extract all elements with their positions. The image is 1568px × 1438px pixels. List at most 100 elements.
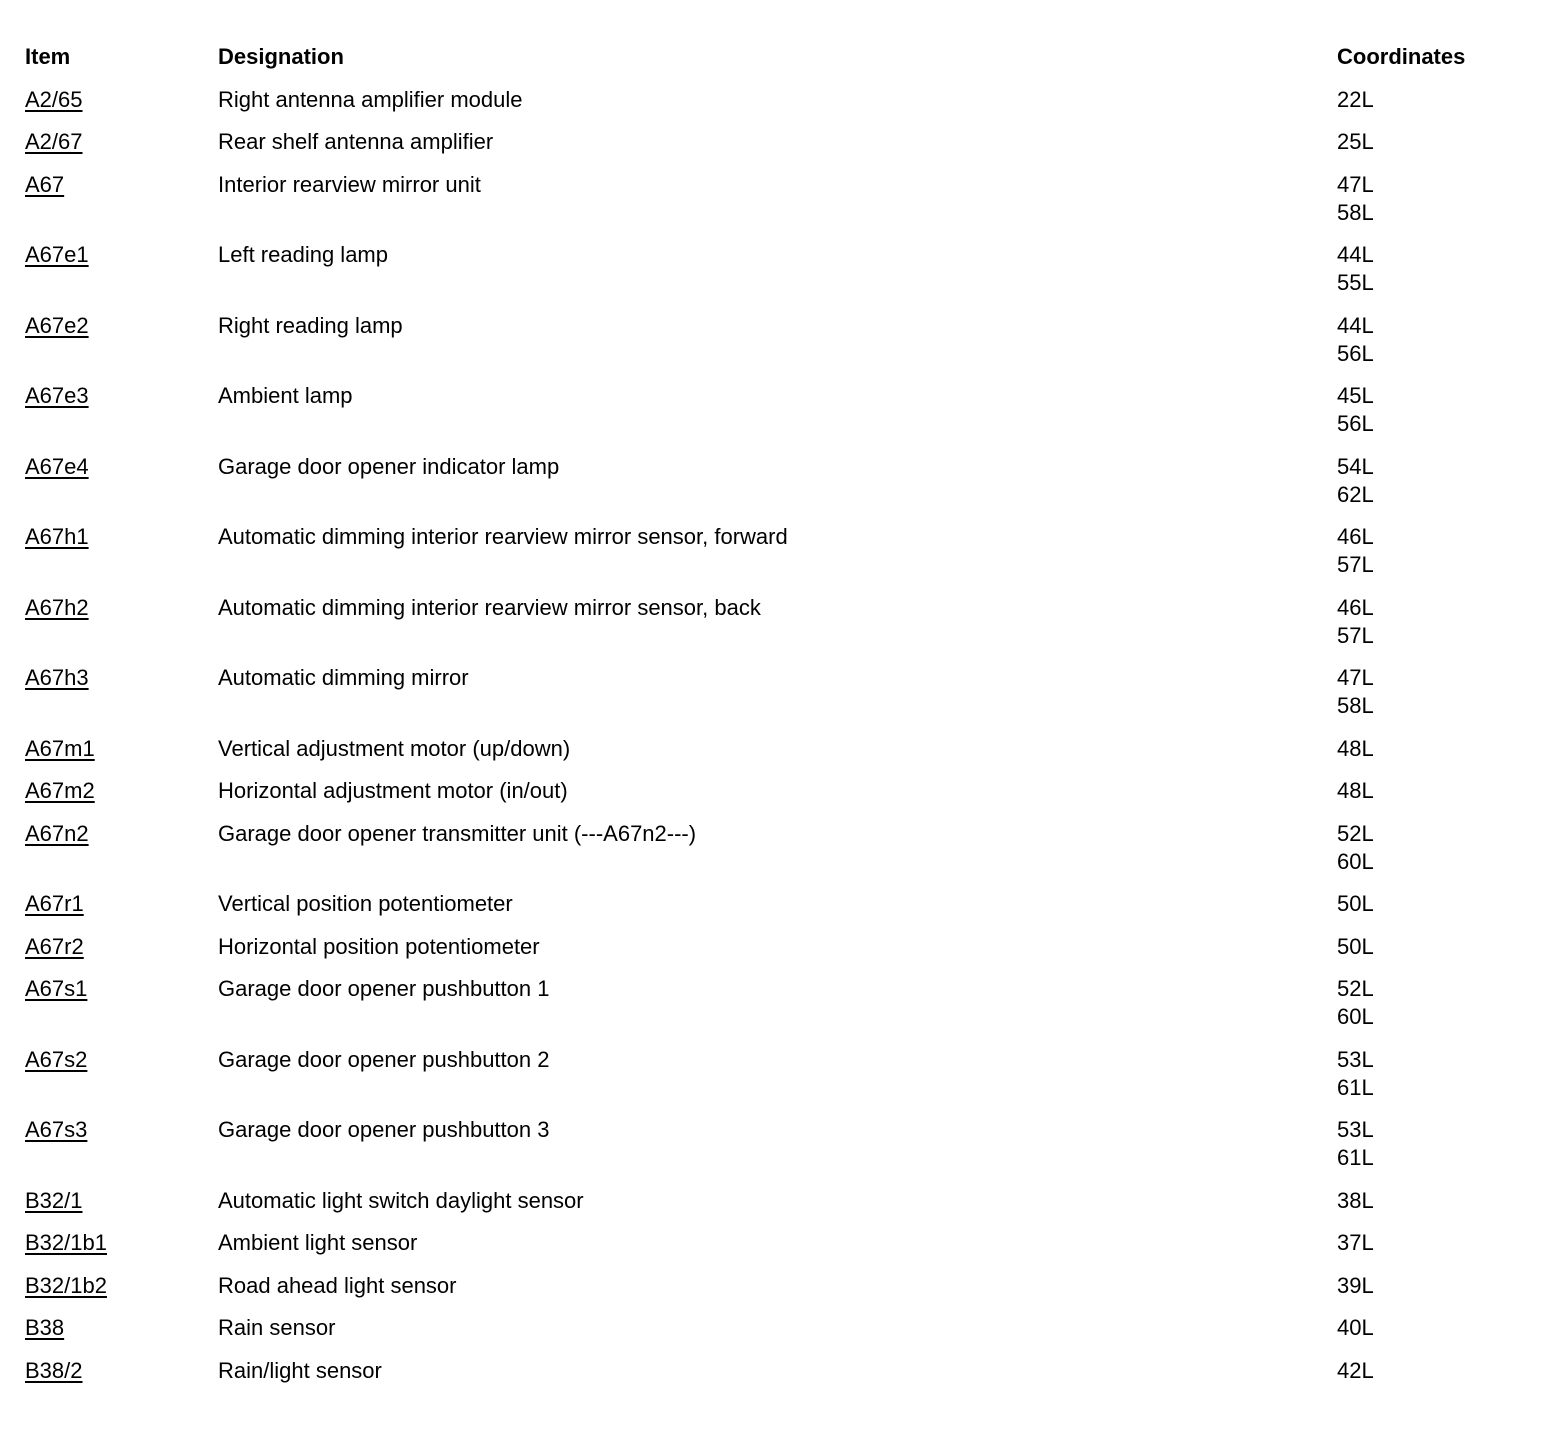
designation-cell: Left reading lamp xyxy=(218,242,388,267)
item-link[interactable]: A67e3 xyxy=(25,383,89,408)
coordinates-cell: 52L 60L xyxy=(1337,975,1537,1046)
item-link[interactable]: A67n2 xyxy=(25,820,89,846)
coordinates-cell: 47L 58L xyxy=(1337,664,1537,735)
coordinates-cell: 39L xyxy=(1337,1272,1537,1315)
table-row: B32/1b2 Road ahead light sensor 39L xyxy=(25,1272,1537,1315)
item-cell: A67 xyxy=(25,171,218,242)
coordinate-value: 62L xyxy=(1337,481,1374,507)
item-cell: A67r2 xyxy=(25,933,218,976)
designation-cell: Ambient lamp xyxy=(218,383,353,408)
coordinate-value: 46L xyxy=(1337,594,1374,620)
coordinates-cell: 38L xyxy=(1337,1187,1537,1230)
item-link[interactable]: A67s2 xyxy=(25,1046,88,1072)
coordinate-value: 58L xyxy=(1337,199,1374,225)
coordinates-cell: 44L 55L xyxy=(1337,241,1537,312)
table-row: A67s1 Garage door opener pushbutton 1 52L 6… xyxy=(25,975,1537,1046)
coordinates-cell: 46L 57L xyxy=(1337,523,1537,594)
designation-cell: Automatic light switch daylight sensor xyxy=(218,1187,584,1213)
coordinate-value: 60L xyxy=(1337,848,1374,874)
table-row: A67s2 Garage door opener pushbutton 2 53L 6… xyxy=(25,1046,1537,1117)
header-designation: Designation xyxy=(218,44,344,69)
item-link[interactable]: A67r2 xyxy=(25,933,84,959)
coordinates-cell: 50L xyxy=(1337,933,1537,976)
item-cell: B38/2 xyxy=(25,1357,218,1400)
item-link[interactable]: B32/1 xyxy=(25,1187,83,1213)
designation-cell: Garage door opener indicator lamp xyxy=(218,453,560,479)
item-cell: A67e3 xyxy=(25,382,218,453)
coordinate-value: 57L xyxy=(1337,622,1374,648)
coordinate-value: 48L xyxy=(1337,778,1374,803)
item-cell: A67h3 xyxy=(25,664,218,735)
item-link[interactable]: B38 xyxy=(25,1315,65,1340)
coordinate-value: 54L xyxy=(1337,453,1374,479)
item-link[interactable]: A67e2 xyxy=(25,312,89,338)
item-link[interactable]: A67s1 xyxy=(25,976,88,1001)
coordinate-value: 45L xyxy=(1337,383,1374,408)
item-cell: A2/67 xyxy=(25,128,218,171)
coordinate-value: 44L xyxy=(1337,242,1374,267)
table-row: B32/1b1 Ambient light sensor 37L xyxy=(25,1229,1537,1272)
item-link[interactable]: A67h1 xyxy=(25,524,89,549)
coordinate-value: 44L xyxy=(1337,312,1374,338)
item-link[interactable]: A67m2 xyxy=(25,778,95,803)
coordinate-value: 55L xyxy=(1337,270,1374,295)
designation-cell: Rain/light sensor xyxy=(218,1357,382,1383)
item-link[interactable]: A2/65 xyxy=(25,86,83,112)
item-link[interactable]: A67h3 xyxy=(25,665,89,690)
coordinates-cell: 47L 58L xyxy=(1337,171,1537,242)
item-cell: A67e1 xyxy=(25,241,218,312)
coordinate-value: 58L xyxy=(1337,693,1374,718)
coordinate-value: 50L xyxy=(1337,933,1374,959)
table-row: A67r1 Vertical position potentiometer 50L xyxy=(25,890,1537,933)
item-cell: B32/1b1 xyxy=(25,1229,218,1272)
item-link[interactable]: A67e4 xyxy=(25,453,89,479)
item-link[interactable]: B32/1b2 xyxy=(25,1272,107,1298)
designation-cell: Horizontal position potentiometer xyxy=(218,933,540,959)
item-link[interactable]: A67 xyxy=(25,171,65,197)
item-cell: A67s1 xyxy=(25,975,218,1046)
coordinate-value: 37L xyxy=(1337,1230,1374,1255)
coordinates-cell: 37L xyxy=(1337,1229,1537,1272)
item-link[interactable]: B32/1b1 xyxy=(25,1230,107,1255)
coordinate-value: 46L xyxy=(1337,524,1374,549)
item-cell: A67m1 xyxy=(25,735,218,778)
header-row: Item Designation Coordinates xyxy=(25,43,1537,86)
coordinate-value: 47L xyxy=(1337,171,1374,197)
table-row: B38 Rain sensor 40L xyxy=(25,1314,1537,1357)
item-cell: B32/1 xyxy=(25,1187,218,1230)
coordinates-cell: 54L 62L xyxy=(1337,453,1537,524)
item-link[interactable]: A67s3 xyxy=(25,1117,88,1142)
item-link[interactable]: A67r1 xyxy=(25,891,84,916)
item-cell: A67h1 xyxy=(25,523,218,594)
item-link[interactable]: B38/2 xyxy=(25,1357,83,1383)
designation-cell: Garage door opener pushbutton 2 xyxy=(218,1046,550,1072)
coordinate-value: 48L xyxy=(1337,735,1374,761)
coordinates-cell: 22L xyxy=(1337,86,1537,129)
table-row: A67n2 Garage door opener transmitter unit… xyxy=(25,820,1537,891)
designation-cell: Interior rearview mirror unit xyxy=(218,171,481,197)
table-row: A67m1 Vertical adjustment motor (up/down)… xyxy=(25,735,1537,778)
table-row: A67e4 Garage door opener indicator lamp 54… xyxy=(25,453,1537,524)
header-item: Item xyxy=(25,44,71,69)
coordinate-value: 39L xyxy=(1337,1272,1374,1298)
designation-cell: Garage door opener pushbutton 3 xyxy=(218,1117,550,1142)
coordinate-value: 38L xyxy=(1337,1187,1374,1213)
table-row: B32/1 Automatic light switch daylight sen… xyxy=(25,1187,1537,1230)
item-link[interactable]: A2/67 xyxy=(25,129,83,154)
coordinates-cell: 50L xyxy=(1337,890,1537,933)
coordinate-value: 22L xyxy=(1337,86,1374,112)
coordinate-value: 61L xyxy=(1337,1074,1374,1100)
designation-cell: Right reading lamp xyxy=(218,312,403,338)
coordinates-cell: 52L 60L xyxy=(1337,820,1537,891)
item-link[interactable]: A67m1 xyxy=(25,735,95,761)
coordinates-cell: 48L xyxy=(1337,777,1537,820)
item-cell: B38 xyxy=(25,1314,218,1357)
item-cell: A67h2 xyxy=(25,594,218,665)
table-row: A67e1 Left reading lamp 44L 55L xyxy=(25,241,1537,312)
table-row: A67e2 Right reading lamp 44L 56L xyxy=(25,312,1537,383)
item-link[interactable]: A67h2 xyxy=(25,594,89,620)
item-link[interactable]: A67e1 xyxy=(25,242,89,267)
item-cell: A67n2 xyxy=(25,820,218,891)
coordinates-cell: 44L 56L xyxy=(1337,312,1537,383)
header-coordinates: Coordinates xyxy=(1337,44,1466,69)
